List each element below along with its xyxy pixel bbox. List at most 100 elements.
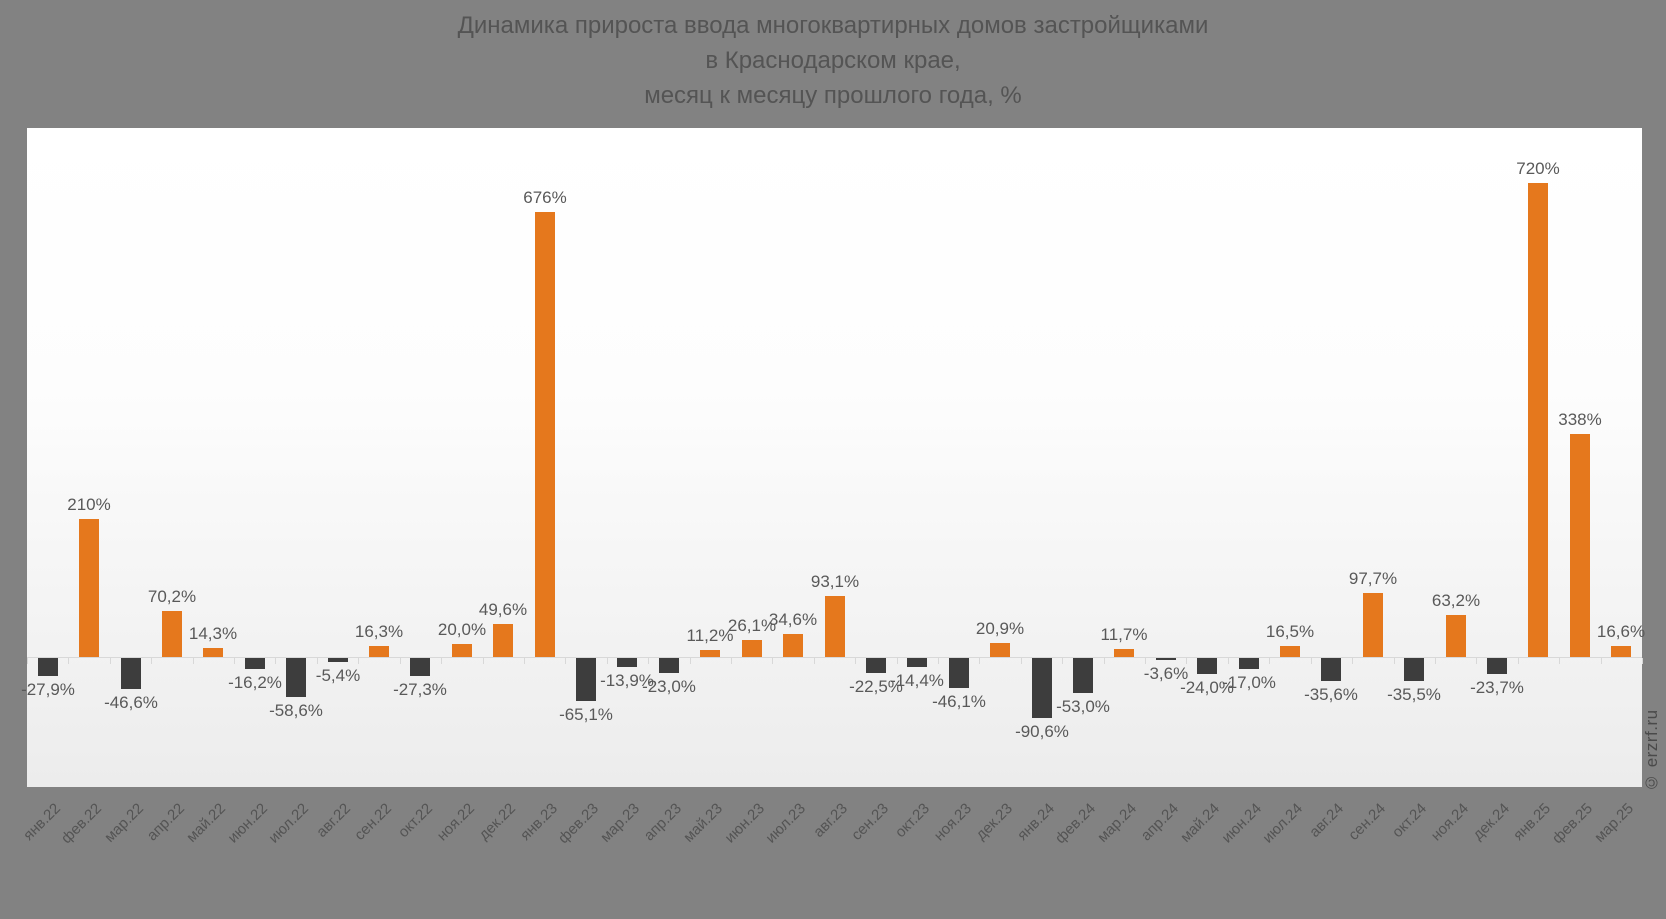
- bar-value-label: 16,6%: [1596, 622, 1646, 641]
- axis-tick: [1062, 658, 1063, 664]
- bar-value-label: -46,6%: [104, 693, 158, 712]
- bar-окт.24: [1404, 658, 1424, 681]
- bar-value-label: 63,2%: [1431, 591, 1481, 610]
- bar-value-label: 26,1%: [727, 616, 777, 635]
- bar-мар.23: [617, 658, 637, 667]
- bar-авг.22: [328, 658, 348, 662]
- axis-tick: [234, 658, 235, 664]
- bar-value-label: -3,6%: [1143, 664, 1189, 683]
- bar-value-label: 14,3%: [188, 624, 238, 643]
- axis-tick: [193, 658, 194, 664]
- axis-tick: [1394, 658, 1395, 664]
- bar-июн.22: [245, 658, 265, 669]
- axis-tick: [275, 658, 276, 664]
- axis-tick: [648, 658, 649, 664]
- bar-авг.24: [1321, 658, 1341, 681]
- bar-value-label: -13,9%: [600, 671, 654, 690]
- axis-tick: [1228, 658, 1229, 664]
- bar-янв.23: [535, 212, 555, 657]
- plot-area: -27,9% 210% -46,6% 70,2% 14,3% -16,2% -58,6% -5…: [21, 128, 1646, 787]
- bar-value-label: -16,2%: [228, 673, 282, 692]
- bar-авг.23: [825, 596, 845, 657]
- bar-value-label: 49,6%: [478, 600, 528, 619]
- bar-апр.22: [162, 611, 182, 657]
- bar-value-label: -23,7%: [1470, 678, 1524, 697]
- bar-value-label: 97,7%: [1348, 569, 1398, 588]
- bar-value-label: -58,6%: [269, 701, 323, 720]
- axis-tick: [151, 658, 152, 664]
- chart-title-line-1: Динамика прироста ввода многоквартирных …: [457, 12, 1209, 39]
- bar-value-label: -24,0%: [1180, 678, 1234, 697]
- bar-ноя.24: [1446, 615, 1466, 657]
- axis-tick: [690, 658, 691, 664]
- axis-tick: [1435, 658, 1436, 664]
- chart-title-line-3: месяц к месяцу прошлого года, %: [644, 82, 1022, 109]
- bar-сен.24: [1363, 593, 1383, 657]
- axis-tick: [1518, 658, 1519, 664]
- bar-value-label: -5,4%: [315, 666, 361, 685]
- axis-tick: [1021, 658, 1022, 664]
- watermark: © erzrf.ru: [1642, 709, 1661, 792]
- axis-tick: [1145, 658, 1146, 664]
- bar-ноя.22: [452, 644, 472, 657]
- bar-май.24: [1197, 658, 1217, 674]
- bar-value-label: 20,0%: [437, 620, 487, 639]
- bar-value-label: -35,6%: [1304, 685, 1358, 704]
- bar-value-label: 11,7%: [1100, 625, 1148, 644]
- bar-июл.24: [1280, 646, 1300, 657]
- bar-value-label: 210%: [67, 495, 111, 514]
- axis-tick: [1186, 658, 1187, 664]
- chart-page: { "title": { "line1": "Динамика прироста…: [0, 8, 1666, 848]
- axis-tick: [814, 658, 815, 664]
- bar-value-label: 70,2%: [147, 587, 197, 606]
- bar-мар.25: [1611, 646, 1631, 657]
- axis-tick: [1311, 658, 1312, 664]
- bar-value-label: -23,0%: [642, 677, 696, 696]
- axis-tick: [855, 658, 856, 664]
- bar-янв.25: [1528, 183, 1548, 657]
- chart-title: Динамика прироста ввода многоквартирных …: [0, 8, 1666, 113]
- bar-value-label: -46,1%: [932, 692, 986, 711]
- bar-value-label: -53,0%: [1056, 697, 1110, 716]
- axis-tick: [110, 658, 111, 664]
- bar-июн.23: [742, 640, 762, 657]
- axis-tick: [1601, 658, 1602, 664]
- bar-value-label: -14,4%: [890, 671, 944, 690]
- bar-май.23: [700, 650, 720, 657]
- bar-апр.24: [1156, 658, 1176, 660]
- bar-value-label: -22,5%: [849, 677, 903, 696]
- bar-value-label: 720%: [1516, 159, 1560, 178]
- bar-апр.23: [659, 658, 679, 673]
- bar-value-label: -65,1%: [559, 705, 613, 724]
- bar-ноя.23: [949, 658, 969, 688]
- bar-окт.22: [410, 658, 430, 676]
- axis-tick: [1559, 658, 1560, 664]
- axis-tick: [897, 658, 898, 664]
- axis-tick: [317, 658, 318, 664]
- bar-мар.24: [1114, 649, 1134, 657]
- bar-value-label: 11,2%: [686, 626, 734, 645]
- bar-мар.22: [121, 658, 141, 689]
- bar-фев.22: [79, 519, 99, 657]
- axis-tick: [358, 658, 359, 664]
- bar-июл.22: [286, 658, 306, 697]
- axis-tick: [1642, 658, 1643, 664]
- bar-фев.23: [576, 658, 596, 701]
- bar-июн.24: [1239, 658, 1259, 669]
- bar-value-label: -27,9%: [21, 680, 75, 699]
- bar-дек.24: [1487, 658, 1507, 674]
- axis-tick: [68, 658, 69, 664]
- axis-tick: [938, 658, 939, 664]
- bar-янв.22: [38, 658, 58, 676]
- axis-tick: [1352, 658, 1353, 664]
- bar-окт.23: [907, 658, 927, 667]
- bar-value-label: -27,3%: [393, 680, 447, 699]
- axis-tick: [565, 658, 566, 664]
- bar-value-label: -35,5%: [1387, 685, 1441, 704]
- axis-tick: [400, 658, 401, 664]
- axis-tick: [772, 658, 773, 664]
- bar-июл.23: [783, 634, 803, 657]
- bar-сен.22: [369, 646, 389, 657]
- axis-tick: [1104, 658, 1105, 664]
- bar-дек.23: [990, 643, 1010, 657]
